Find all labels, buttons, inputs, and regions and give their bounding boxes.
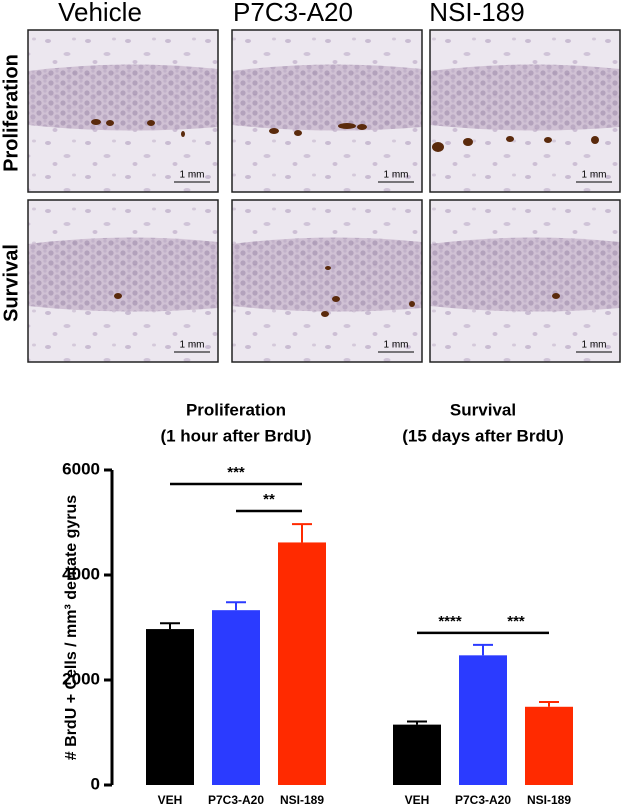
panel-border xyxy=(27,199,219,363)
group-title: Proliferation xyxy=(186,400,286,419)
labeled-cell xyxy=(91,119,101,125)
significance-label: **** xyxy=(438,613,462,630)
labeled-cell xyxy=(294,130,302,136)
x-tick-label: P7C3-A20 xyxy=(208,793,264,807)
group-title: Survival xyxy=(450,400,516,419)
bar xyxy=(278,542,326,785)
bar xyxy=(212,610,260,785)
micrograph: 1 mm xyxy=(27,29,219,193)
labeled-cell xyxy=(409,301,415,307)
labeled-cell xyxy=(332,296,340,302)
cell-layer xyxy=(430,237,620,312)
significance-label: *** xyxy=(227,464,245,481)
panel-border xyxy=(231,199,423,363)
micrograph: 1 mm xyxy=(27,199,219,363)
significance-label: ** xyxy=(263,491,275,508)
labeled-cell xyxy=(591,136,599,144)
y-tick-label: 4000 xyxy=(62,564,100,583)
row-label: Survival xyxy=(0,244,22,322)
panel-border xyxy=(27,29,219,193)
labeled-cell xyxy=(325,266,331,270)
scale-bar-label: 1 mm xyxy=(582,170,607,181)
x-tick-label: NSI-189 xyxy=(280,793,324,807)
bar xyxy=(459,655,507,785)
x-tick-label: VEH xyxy=(405,793,430,807)
bar xyxy=(146,629,194,785)
bar-chart: 0 2000 4000 6000 # BrdU + Cells / mm³ dentat… xyxy=(62,400,573,807)
labeled-cell xyxy=(147,120,155,126)
labeled-cell xyxy=(181,131,185,137)
y-tick-label: 2000 xyxy=(62,669,100,688)
column-header: Vehicle xyxy=(58,0,142,27)
labeled-cell xyxy=(463,138,473,146)
panel-border xyxy=(429,29,621,193)
micrograph: 1 mm xyxy=(429,199,621,363)
scale-bar-label: 1 mm xyxy=(180,170,205,181)
significance-label: *** xyxy=(507,613,525,630)
x-tick-label: VEH xyxy=(158,793,183,807)
labeled-cell xyxy=(432,142,444,152)
bar xyxy=(393,724,441,785)
row-label: Proliferation xyxy=(0,54,22,172)
scale-bar-label: 1 mm xyxy=(582,340,607,351)
scale-bar-label: 1 mm xyxy=(384,340,409,351)
column-header: P7C3-A20 xyxy=(233,0,353,27)
labeled-cell xyxy=(269,128,279,134)
cell-layer xyxy=(430,64,620,131)
labeled-cell xyxy=(357,124,367,130)
cell-layer xyxy=(28,237,218,312)
micrograph: 1 mm xyxy=(231,199,423,363)
y-tick-label: 0 xyxy=(91,774,100,793)
cell-layer xyxy=(232,237,422,312)
y-tick-label: 6000 xyxy=(62,459,100,478)
labeled-cell xyxy=(338,123,356,129)
x-tick-label: P7C3-A20 xyxy=(455,793,511,807)
micrograph: 1 mm xyxy=(231,29,423,193)
labeled-cell xyxy=(321,311,329,317)
y-axis-label: # BrdU + Cells / mm³ dentate gyrus xyxy=(63,495,80,761)
group-title: (15 days after BrdU) xyxy=(402,426,564,445)
bar xyxy=(525,706,573,785)
column-header: NSI-189 xyxy=(429,0,524,27)
scale-bar-label: 1 mm xyxy=(384,170,409,181)
micrographs: 1 mm 1 mm 1 mm 1 mm 1 mm 1 mm xyxy=(27,29,621,363)
labeled-cell xyxy=(506,136,514,142)
micrograph: 1 mm xyxy=(429,29,621,193)
x-tick-label: NSI-189 xyxy=(527,793,571,807)
labeled-cell xyxy=(106,120,114,126)
cell-layer xyxy=(28,64,218,131)
group-title: (1 hour after BrdU) xyxy=(160,426,311,445)
labeled-cell xyxy=(114,293,122,299)
scale-bar-label: 1 mm xyxy=(180,340,205,351)
panel-border xyxy=(231,29,423,193)
cell-layer xyxy=(232,64,422,131)
labeled-cell xyxy=(544,137,552,143)
panel-border xyxy=(429,199,621,363)
labeled-cell xyxy=(552,293,560,299)
